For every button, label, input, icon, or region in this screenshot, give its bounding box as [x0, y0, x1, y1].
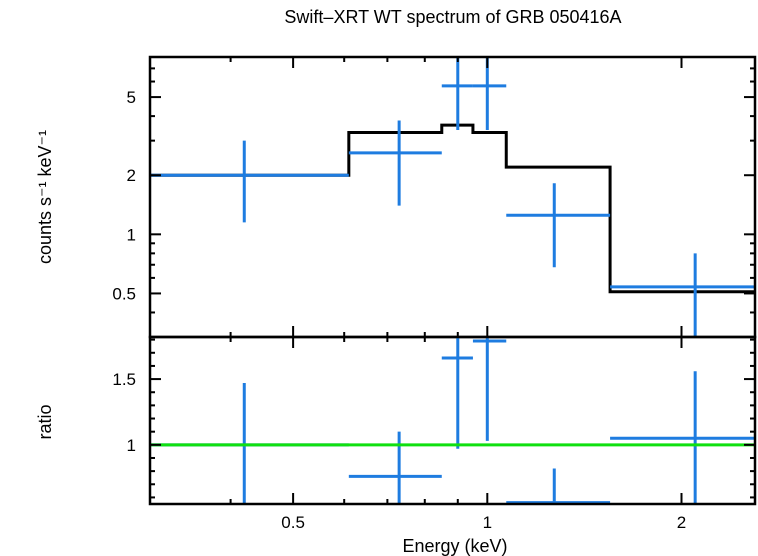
top-panel-y-axis-label: counts s⁻¹ keV⁻¹: [35, 130, 55, 264]
x-tick-label: 1: [483, 513, 492, 532]
y-tick-label: 2: [127, 166, 136, 185]
x-tick-label: 0.5: [281, 513, 305, 532]
spectrum-plot-area: [150, 57, 755, 337]
model-step-line: [150, 123, 755, 294]
chart-title: Swift–XRT WT spectrum of GRB 050416A: [284, 7, 621, 27]
ratio-panel-frame: [148, 335, 757, 506]
x-axis-label: Energy (keV): [402, 536, 507, 556]
y-tick-label: 1: [127, 225, 136, 244]
spectrum-data-point: [610, 253, 755, 337]
y-tick-label: 1.5: [112, 370, 136, 389]
spectrum-data-point: [441, 57, 473, 130]
y-tick-label: 0.5: [112, 284, 136, 303]
spectrum-data-point: [150, 140, 349, 223]
y-tick-label: 5: [127, 88, 136, 107]
spectrum-data-point: [472, 57, 507, 130]
spectrum-data-point: [348, 120, 442, 206]
spectrum-panel: 0.5 1 2 5: [112, 55, 757, 339]
x-tick-label: 2: [677, 513, 686, 532]
spectrum-panel-frame: [148, 55, 757, 339]
ratio-panel: 1 1.5 0.5 1 2: [112, 335, 757, 532]
y-tick-label: 1: [127, 436, 136, 455]
ratio-data-point: [348, 431, 442, 504]
ratio-data-point: [441, 337, 473, 449]
ratio-data-point: [506, 468, 611, 504]
bottom-panel-y-axis-label: ratio: [35, 404, 55, 439]
ratio-data-point: [472, 337, 507, 441]
spectrum-data-point: [506, 183, 611, 268]
ratio-plot-area: [150, 337, 755, 504]
ratio-data-point: [610, 371, 755, 504]
